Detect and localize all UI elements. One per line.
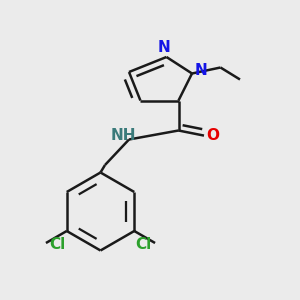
Text: NH: NH [110,128,136,143]
Text: N: N [195,63,207,78]
Text: Cl: Cl [49,237,65,252]
Text: Cl: Cl [136,237,152,252]
Text: O: O [206,128,219,143]
Text: N: N [158,40,170,56]
